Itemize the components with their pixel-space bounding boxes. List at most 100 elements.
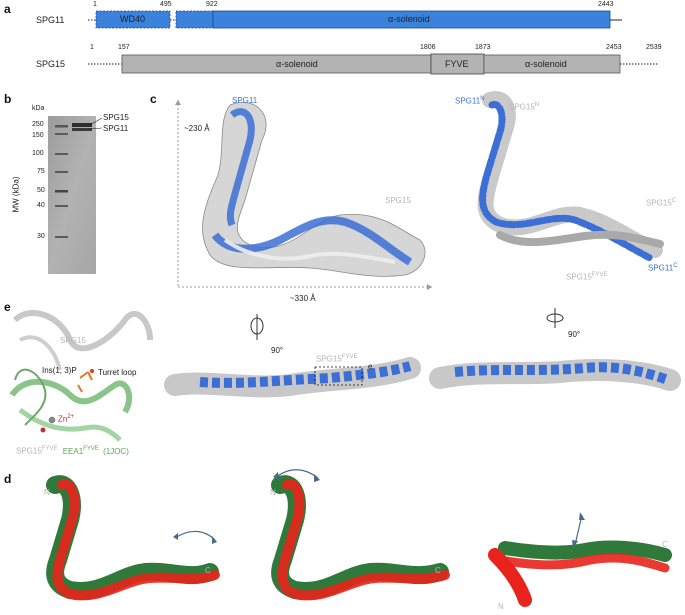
e-legend-spg15-sup: FYVE [41, 446, 58, 452]
panel-letter-e: e [4, 300, 11, 314]
ligand-ins13p [77, 369, 94, 393]
zinc-ion-2 [40, 427, 46, 433]
zinc-ion-1 [48, 416, 56, 424]
spg11-wd40-label: WD40 [120, 14, 146, 24]
zoom-box-letter: e [368, 362, 373, 371]
spg15-solenoid-label-2: α-solenoid [525, 59, 567, 69]
ladder-100: 100 [32, 150, 44, 157]
e-legend-eea1-sup: FYVE [83, 446, 99, 452]
model-label-spg11-n-text: SPG11 [455, 96, 481, 106]
rotation-label-2: 90° [568, 330, 581, 339]
ladder-band-mid [55, 133, 68, 135]
band-label-spg15: SPG15 [103, 113, 129, 122]
model-label-spg11-n-sup: N [480, 96, 485, 102]
ladder-40: 40 [37, 202, 45, 209]
spg15-pos-1873: 1873 [475, 44, 491, 51]
panel-letter-d: d [4, 472, 12, 486]
model-label-spg11-c: SPG11C [648, 263, 678, 273]
model-label-spg11-n: SPG11N [455, 96, 485, 106]
e-legend: SPG15FYVE EEA1FYVE (1JOC) [16, 446, 129, 456]
model-label-spg15-n: SPG15N [509, 102, 539, 112]
motion-map-3-n: N [498, 602, 504, 611]
domain-diagram [88, 10, 658, 75]
motion-map-2-n: N [270, 488, 276, 497]
dim-label-horizontal: ~330 Å [290, 294, 316, 303]
rotated-view-2 [429, 359, 681, 391]
model-label-spg15-fyve: SPG15FYVE [566, 272, 607, 282]
spg15-pos-2539: 2539 [646, 44, 662, 51]
spg15-pos-1806: 1806 [420, 44, 436, 51]
rotation-arrow-1 [250, 314, 264, 340]
zoom-box-label: SPG15FYVE [316, 354, 357, 364]
dim-label-vertical: ~230 Å [184, 124, 210, 133]
e-legend-spg15: SPG15 [16, 446, 42, 456]
ladder-30: 30 [37, 233, 45, 240]
ladder-150: 150 [32, 132, 44, 139]
ladder-band-40 [55, 205, 68, 207]
spg15-pos-157: 157 [118, 44, 130, 51]
gel-kda-label: kDa [32, 105, 45, 112]
sample-band-spg15 [72, 123, 92, 127]
motion-map-1-n: N [44, 488, 50, 497]
motion-map-3 [488, 512, 672, 607]
model-label-spg15-n-text: SPG15 [509, 102, 535, 112]
ladder-band-30 [55, 236, 68, 238]
zoom-box-label-sup: FYVE [341, 354, 358, 360]
ladder-250: 250 [32, 121, 44, 128]
ladder-75: 75 [37, 168, 45, 175]
e-spg15-label: SPG15 [60, 336, 86, 345]
e-legend-pdb: (1JOC) [103, 446, 129, 456]
band-label-spg11: SPG11 [103, 124, 129, 133]
ladder-band-50 [55, 190, 68, 193]
e-legend-eea1: EEA1 [62, 446, 84, 456]
e-zn-label-sup: 2+ [67, 414, 75, 420]
spg11-solenoid-label: α-solenoid [388, 14, 430, 24]
model-label-spg15-fyve-sup: FYVE [591, 272, 608, 278]
spg15-pos-1: 1 [90, 44, 94, 51]
ladder-50: 50 [37, 187, 45, 194]
spg15-name: SPG15 [36, 59, 66, 69]
model-label-spg15-c: SPG15C [646, 198, 676, 208]
density-map-shape [202, 102, 426, 277]
rotation-label-1: 90° [271, 346, 284, 355]
fyve-detail-structure [9, 308, 681, 442]
zoom-box-e [314, 366, 363, 386]
zoom-box-label-text: SPG15 [316, 354, 342, 364]
ladder-band-250 [55, 125, 68, 128]
panel-letter-b: b [4, 92, 12, 106]
ladder-band-100 [55, 153, 68, 155]
model-label-spg15-n-sup: N [534, 102, 540, 108]
spg11-pos-1: 1 [93, 1, 97, 8]
model-label-spg15-c-sup: C [671, 198, 677, 204]
gel-image [48, 116, 96, 274]
map-label-spg15: SPG15 [385, 196, 411, 205]
atomic-model-shape [477, 91, 664, 262]
cryo-em-map [175, 91, 664, 290]
rotated-view-1 [164, 357, 421, 398]
model-label-spg11-c-sup: C [673, 263, 678, 269]
motion-map-1-c: C [205, 566, 211, 575]
rotation-arrow-2 [546, 308, 564, 328]
spg15-solenoid-label-1: α-solenoid [276, 59, 318, 69]
panel-letter-c: c [150, 92, 157, 106]
spg11-pos-922: 922 [206, 1, 218, 8]
e-ins-label-text: Ins(1, 3)P [42, 366, 77, 375]
spg15-fyve-label: FYVE [445, 59, 469, 69]
panel-letter-a: a [4, 2, 11, 16]
spg11-pos-495: 495 [160, 1, 172, 8]
map-label-spg11: SPG11 [232, 96, 258, 105]
motion-map-3-c: C [662, 540, 668, 549]
spg11-pos-2443: 2443 [598, 1, 614, 8]
spg15-pos-2453: 2453 [606, 44, 622, 51]
model-label-spg15-c-text: SPG15 [646, 198, 672, 208]
motion-map-1 [46, 475, 220, 601]
motion-map-2 [271, 469, 450, 601]
e-turret-label: Turret loop [98, 368, 137, 377]
ladder-band-75 [55, 171, 68, 173]
sample-band-spg11 [72, 128, 92, 131]
spg11-name: SPG11 [36, 15, 65, 25]
motion-map-2-c: C [435, 566, 441, 575]
e-zn-label: Zn2+ [58, 414, 74, 424]
model-label-spg15-fyve-text: SPG15 [566, 272, 592, 282]
